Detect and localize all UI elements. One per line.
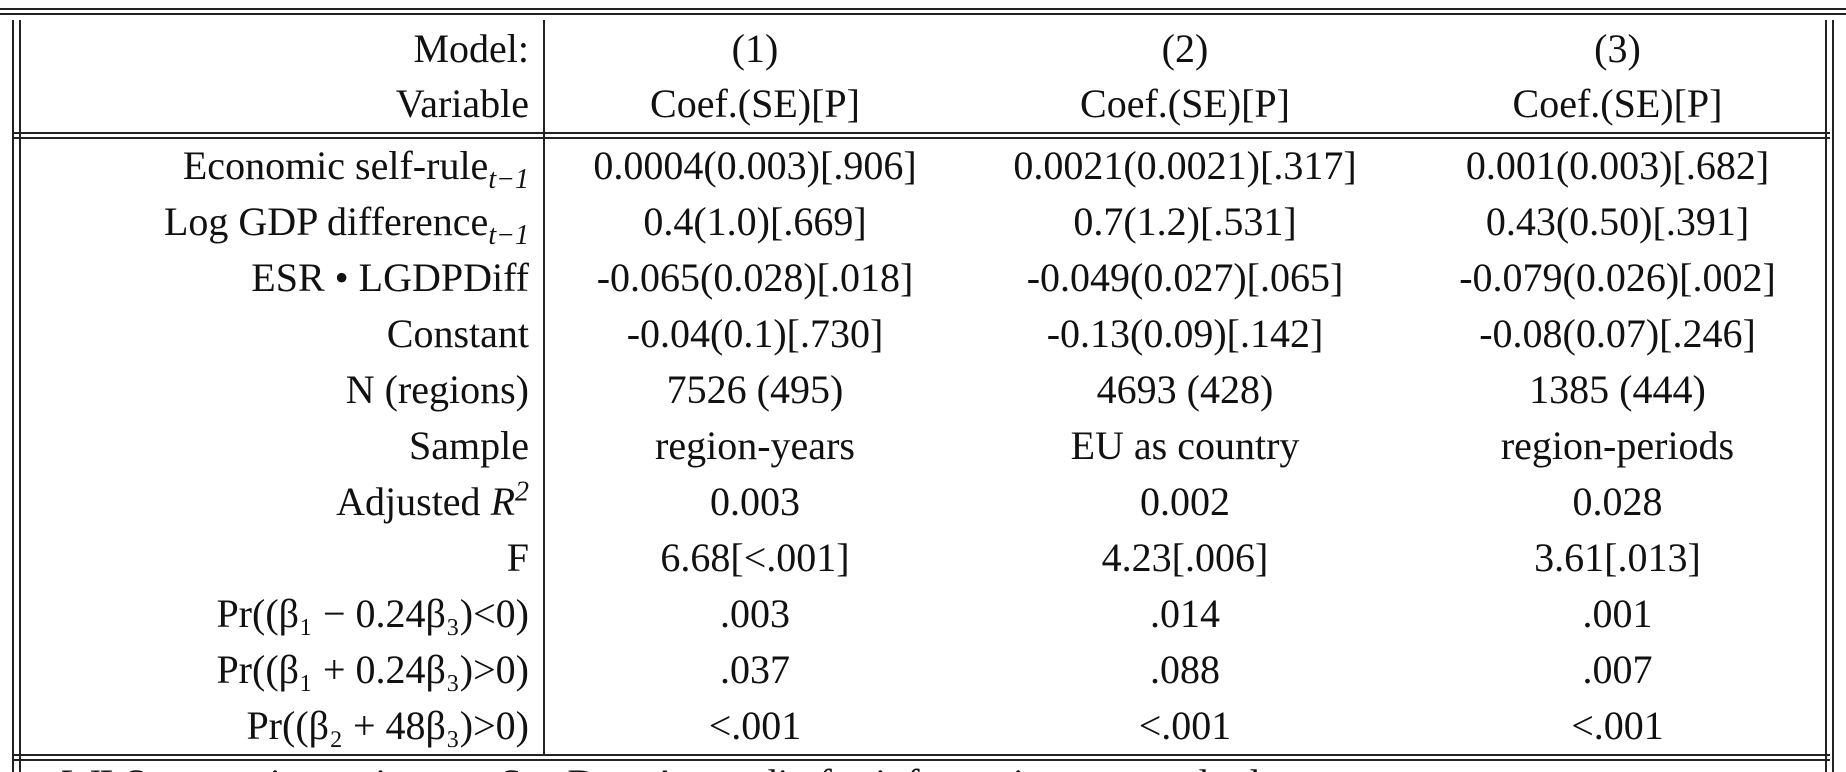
- table-cell: .088: [1150, 647, 1220, 692]
- table-row: Pr((β₁ + 0.24β₃)>0) .037 .088 .007: [14, 642, 1832, 698]
- table-cell: 0.0021(0.0021)[.317]: [1013, 143, 1357, 188]
- table-cell: -0.08(0.07)[.246]: [1479, 311, 1756, 356]
- label-text: Sample: [409, 423, 529, 468]
- table-cell: 3.61[.013]: [1534, 535, 1701, 580]
- row-label: Sample: [14, 418, 529, 474]
- table-cell: -0.04(0.1)[.730]: [626, 311, 884, 356]
- table-cell: -0.049(0.027)[.065]: [1026, 255, 1344, 300]
- rule: [12, 137, 1830, 139]
- table-cell: 0.4(1.0)[.669]: [643, 199, 867, 244]
- rule: [0, 13, 1846, 15]
- table-cell: (1): [731, 26, 779, 71]
- table-cell: -0.13(0.09)[.142]: [1046, 311, 1324, 356]
- label-superscript: 2: [515, 476, 529, 508]
- row-label: ESR • LGDPDiff: [14, 250, 529, 306]
- label-text: Pr((β₂ + 48β₃)>0): [246, 703, 529, 748]
- label-subscript: t−1: [488, 220, 529, 251]
- table-cell: EU as country: [1070, 423, 1300, 468]
- table-row: Log GDP differencet−1 0.4(1.0)[.669] 0.7(1…: [14, 194, 1832, 250]
- row-label: N (regions): [14, 362, 529, 418]
- table-cell: (3): [1594, 26, 1641, 71]
- table-row: Model: (1) (2) (3): [14, 21, 1832, 77]
- row-label: Pr((β₁ − 0.24β₃)<0): [14, 586, 529, 642]
- table-note: WLS regression estimates. See Data Appen…: [62, 760, 1259, 772]
- rule: [12, 132, 1830, 134]
- table-cell: .014: [1150, 591, 1220, 636]
- table-row: F 6.68[<.001] 4.23[.006] 3.61[.013]: [14, 530, 1832, 586]
- table-row: Sample region-years EU as country region-pe…: [14, 418, 1832, 474]
- label-text: Pr((β₁ − 0.24β₃)<0): [216, 591, 529, 636]
- rule: [0, 8, 1846, 10]
- label-text: Constant: [386, 311, 529, 356]
- row-label: Model:: [14, 21, 529, 77]
- label-text: ESR • LGDPDiff: [251, 255, 529, 300]
- table-cell: Coef.(SE)[P]: [1080, 81, 1290, 126]
- table-row: Economic self-rulet−1 0.0004(0.003)[.906]…: [14, 138, 1832, 194]
- label-text: Variable: [395, 81, 529, 126]
- table-cell: (2): [1161, 26, 1209, 71]
- row-label: Pr((β₁ + 0.24β₃)>0): [14, 642, 529, 698]
- label-subscript: t−1: [488, 164, 529, 195]
- label-text: Model:: [413, 26, 529, 71]
- table-cell: 0.002: [1140, 479, 1230, 524]
- table-row: N (regions) 7526 (495) 4693 (428) 1385 (444…: [14, 362, 1832, 418]
- row-label: F: [14, 530, 529, 586]
- table-row: Pr((β₂ + 48β₃)>0) <.001 <.001 <.001: [14, 698, 1832, 754]
- table-cell: .003: [720, 591, 790, 636]
- table-cell: -0.065(0.028)[.018]: [596, 255, 914, 300]
- table-cell: 0.0004(0.003)[.906]: [593, 143, 917, 188]
- label-text: Log GDP difference: [163, 199, 489, 244]
- row-label: Constant: [14, 306, 529, 362]
- table-cell: .037: [720, 647, 790, 692]
- column-separator: [543, 20, 545, 754]
- table-row: Pr((β₁ − 0.24β₃)<0) .003 .014 .001: [14, 586, 1832, 642]
- label-text: N (regions): [345, 367, 529, 412]
- row-label: Pr((β₂ + 48β₃)>0): [14, 698, 529, 754]
- row-label: Log GDP differencet−1: [14, 194, 529, 250]
- table-cell: 1385 (444): [1529, 367, 1706, 412]
- row-label: Economic self-rulet−1: [14, 138, 529, 194]
- rule: [12, 754, 1830, 756]
- table-cell: 4693 (428): [1096, 367, 1274, 412]
- label-text: F: [506, 535, 529, 580]
- table-cell: 7526 (495): [666, 367, 844, 412]
- table-row: Adjusted R2 0.003 0.002 0.028: [14, 474, 1832, 530]
- table-cell: region-years: [655, 423, 855, 468]
- table-cell: 4.23[.006]: [1101, 535, 1269, 580]
- rule: [12, 759, 1830, 761]
- table-cell: -0.079(0.026)[.002]: [1459, 255, 1776, 300]
- table-cell: <.001: [1571, 703, 1664, 748]
- table-cell: .007: [1582, 647, 1653, 692]
- table-cell: 0.028: [1572, 479, 1663, 524]
- table-cell: <.001: [1138, 703, 1232, 748]
- table-cell: .001: [1582, 591, 1653, 636]
- label-text: Pr((β₁ + 0.24β₃)>0): [216, 647, 529, 692]
- table-cell: 0.43(0.50)[.391]: [1485, 199, 1750, 244]
- table-cell: 6.68[<.001]: [660, 535, 850, 580]
- table-row: Constant -0.04(0.1)[.730] -0.13(0.09)[.142…: [14, 306, 1832, 362]
- table: Model: (1) (2) (3) Variable Coef.(SE)[P] Coef.…: [12, 20, 1834, 772]
- table-cell: region-periods: [1500, 423, 1735, 468]
- table-row: ESR • LGDPDiff -0.065(0.028)[.018] -0.049(…: [14, 250, 1832, 306]
- table-cell: 0.001(0.003)[.682]: [1465, 143, 1770, 188]
- table-cell: <.001: [708, 703, 802, 748]
- table-row: Variable Coef.(SE)[P] Coef.(SE)[P] Coef.(SE…: [14, 76, 1832, 132]
- table-cell: Coef.(SE)[P]: [650, 81, 860, 126]
- table-cell: Coef.(SE)[P]: [1512, 81, 1723, 126]
- row-label: Adjusted R2: [14, 474, 529, 530]
- table-cell: 0.003: [710, 479, 800, 524]
- table-cell: 0.7(1.2)[.531]: [1073, 199, 1297, 244]
- row-label: Variable: [14, 76, 529, 132]
- label-text: Adjusted: [336, 479, 491, 524]
- label-text: Economic self-rule: [182, 143, 489, 188]
- label-symbol: R: [490, 479, 515, 524]
